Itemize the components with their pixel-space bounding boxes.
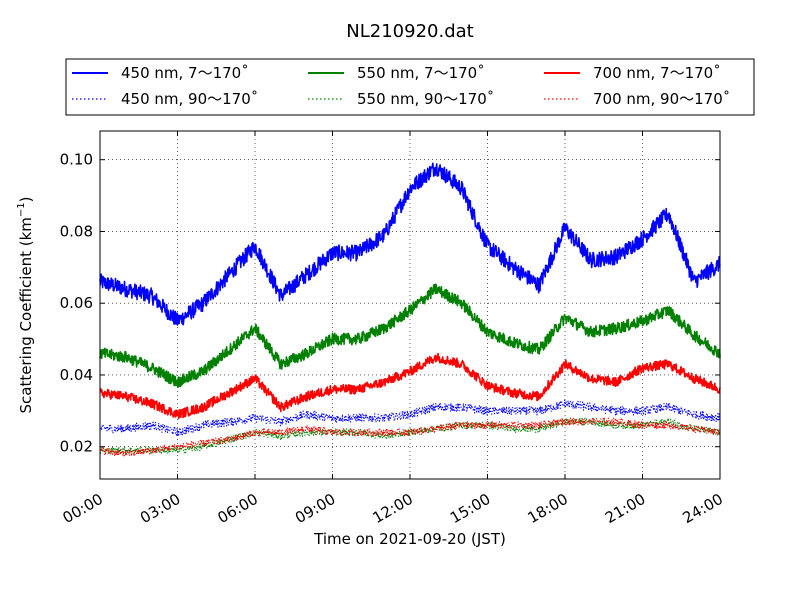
x-tick-label: 09:00 [292, 490, 338, 527]
y-tick-label: 0.02 [60, 438, 93, 456]
x-tick-label: 18:00 [525, 490, 571, 527]
legend: 450 nm, 7～170˚ 450 nm, 90～170˚ 550 nm, 7～1… [65, 58, 755, 116]
legend-label-5: 700 nm, 90～170˚ [593, 90, 730, 108]
legend-label-1: 450 nm, 90～170˚ [121, 90, 258, 108]
y-axis-label-close: ) [17, 196, 35, 202]
y-tick-label: 0.10 [60, 151, 93, 169]
x-tick-label: 12:00 [370, 490, 416, 527]
legend-frame [65, 58, 755, 116]
x-tick-label: 03:00 [137, 490, 183, 527]
series-line-1 [99, 399, 721, 437]
y-axis-ticks: 0.02 0.04 0.06 0.08 0.10 [60, 151, 720, 456]
y-tick-label: 0.08 [60, 222, 93, 240]
y-axis-label-main: Scattering Coefficient (km [17, 217, 35, 413]
chart-title: NL210920.dat [346, 21, 473, 42]
x-axis-label: Time on 2021-09-20 (JST) [313, 530, 506, 548]
x-tick-label: 24:00 [680, 490, 726, 527]
legend-label-4: 700 nm, 7～170˚ [593, 64, 721, 82]
y-tick-label: 0.06 [60, 294, 93, 312]
x-tick-label: 15:00 [447, 490, 493, 527]
legend-label-0: 450 nm, 7～170˚ [121, 64, 249, 82]
series-line-4 [99, 352, 721, 420]
x-tick-label: 06:00 [215, 490, 261, 527]
series-line-2 [99, 283, 721, 388]
x-tick-label: 00:00 [60, 490, 106, 527]
legend-label-2: 550 nm, 7～170˚ [357, 64, 485, 82]
y-axis-label-exponent: −1 [16, 202, 27, 217]
grid [99, 131, 721, 479]
y-axis-label: Scattering Coefficient (km−1) [16, 196, 35, 413]
legend-label-3: 550 nm, 90～170˚ [357, 90, 494, 108]
series-line-0 [99, 162, 721, 326]
y-tick-label: 0.04 [60, 366, 93, 384]
x-tick-label: 21:00 [602, 490, 648, 527]
series-group [99, 162, 721, 458]
